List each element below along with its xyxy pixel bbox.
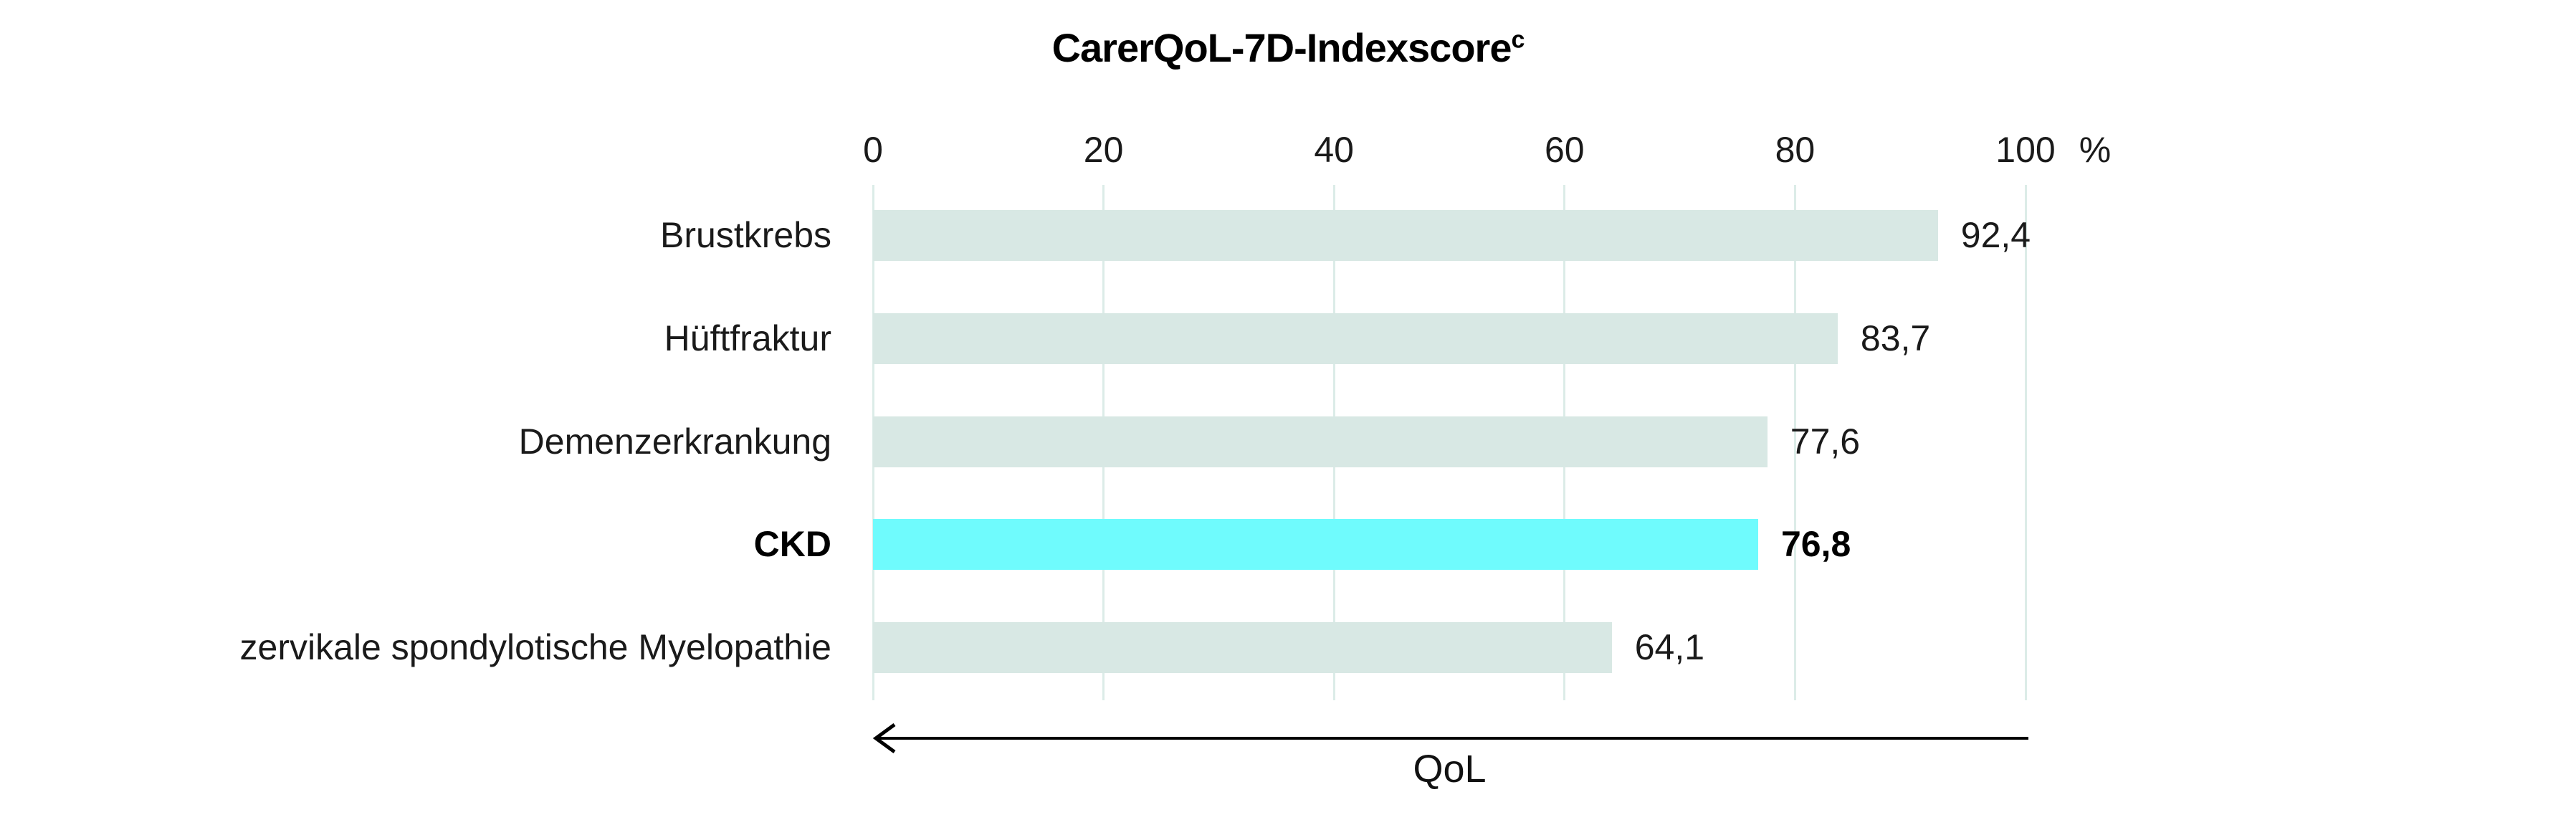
x-tick-label-20: 20 [1083,130,1124,170]
qol-axis-label: QoL [1413,748,1487,791]
x-tick-label-40: 40 [1314,130,1354,170]
chart-title-superscript: c [1511,26,1525,54]
x-tick-label-60: 60 [1544,130,1585,170]
bar [873,416,1768,467]
gridline-80 [1793,185,1796,700]
bar-highlighted [873,519,1758,571]
bar [873,313,1838,364]
category-label: Hüftfraktur [664,318,831,358]
value-label: 83,7 [1860,318,1931,358]
bar [873,622,1612,673]
value-label: 92,4 [1960,215,2031,255]
x-tick-label-100: 100 [1995,130,2056,170]
qol-arrow-icon [872,722,2028,754]
bar [873,210,1938,261]
x-tick-label-80: 80 [1775,130,1816,170]
category-label: zervikale spondylotische Myelopathie [239,627,831,667]
x-axis-unit-label: % [2079,130,2112,170]
category-label: Demenzerkrankung [518,421,831,462]
category-label: Brustkrebs [660,215,831,255]
gridline-100 [2024,185,2027,700]
value-label: 64,1 [1634,627,1705,667]
chart-title-text: CarerQoL-7D-Indexscore [1051,25,1512,70]
value-label: 76,8 [1780,524,1851,565]
value-label: 77,6 [1790,421,1861,462]
x-tick-label-0: 0 [863,130,883,170]
chart-title: CarerQoL-7D-Indexscorec [0,24,2576,71]
category-label: CKD [753,524,831,565]
